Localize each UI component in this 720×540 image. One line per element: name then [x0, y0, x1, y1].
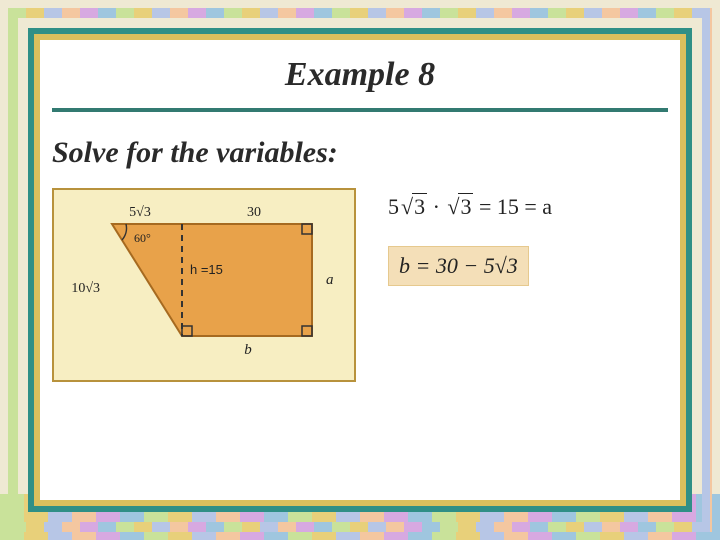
equation-1: 53 · 3 = 15 = a: [388, 194, 552, 220]
eq1-sqrt1: 3: [399, 194, 427, 220]
slide-subtitle: Solve for the variables:: [52, 136, 668, 170]
eq1-rhs: = 15 = a: [479, 194, 552, 219]
slide-title: Example 8: [52, 56, 668, 94]
eq2-text: b = 30 − 5√3: [399, 253, 518, 278]
label-left-side: 10√3: [71, 281, 100, 296]
equation-2: b = 30 − 5√3: [388, 246, 529, 286]
eq1-coef: 5: [388, 194, 399, 219]
label-angle: 60°: [134, 231, 151, 245]
label-right-side: a: [326, 272, 334, 288]
label-height-annotation: h =15: [190, 262, 223, 277]
eq1-sqrt2: 3: [445, 194, 473, 220]
title-underline: [52, 108, 668, 112]
figure-svg: 5√3 30 60° 10√3 h =15 a b: [64, 200, 344, 370]
label-bottom-side: b: [244, 342, 252, 358]
content-area: Example 8 Solve for the variables:: [52, 50, 668, 488]
equations-column: 53 · 3 = 15 = a b = 30 − 5√3: [388, 188, 552, 312]
label-top-right: 30: [247, 205, 261, 220]
label-top-left: 5√3: [129, 205, 151, 220]
geometry-figure: 5√3 30 60° 10√3 h =15 a b: [52, 188, 356, 382]
eq1-rad1: 3: [412, 193, 427, 219]
slide-outer: Example 8 Solve for the variables:: [0, 0, 720, 540]
eq1-rad2: 3: [458, 193, 473, 219]
content-row: 5√3 30 60° 10√3 h =15 a b 53 · 3 = 15 = …: [52, 188, 668, 382]
eq1-dot: ·: [433, 194, 440, 219]
